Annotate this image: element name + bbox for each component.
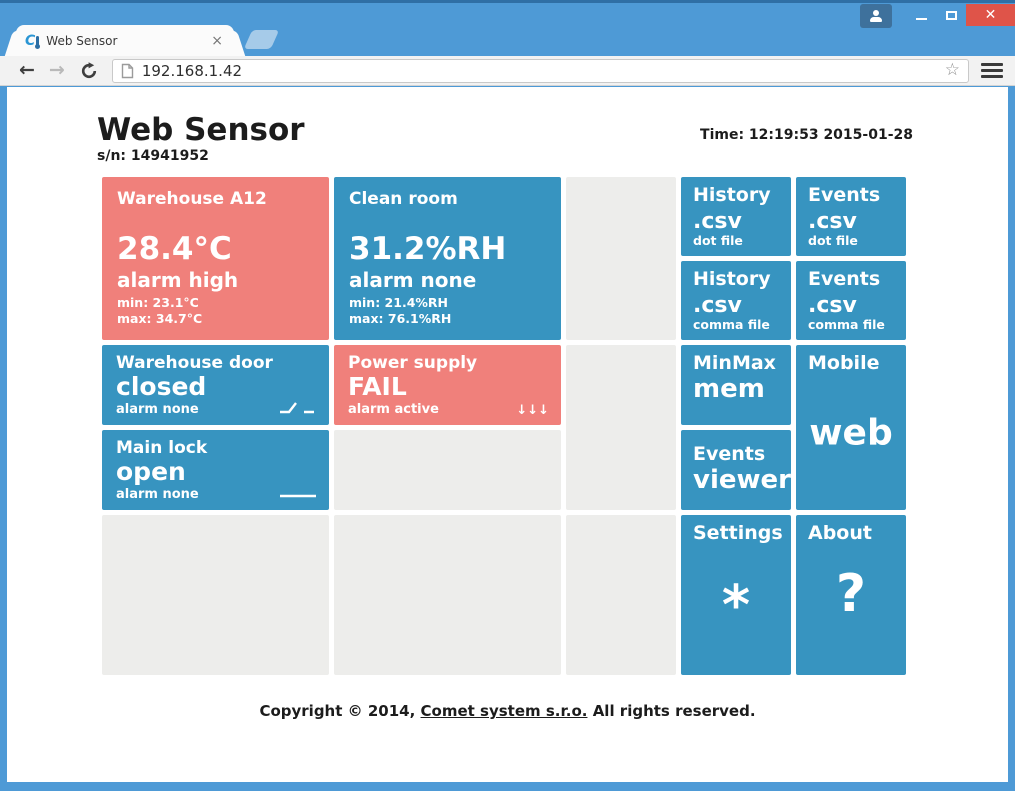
tile-about[interactable]: About ? bbox=[796, 515, 906, 676]
tile-history-csv-dot[interactable]: History .csv dot file bbox=[681, 177, 791, 257]
channel-value: 31.2%RH bbox=[349, 231, 507, 268]
empty-cell bbox=[566, 177, 676, 341]
tile-warehouse-a12: Warehouse A12 28.4°C alarm high min: 23.… bbox=[102, 177, 329, 341]
tile-events-csv-dot[interactable]: Events .csv dot file bbox=[796, 177, 906, 257]
tile-mobile-web[interactable]: Mobile web bbox=[796, 345, 906, 511]
minimize-icon bbox=[915, 18, 927, 20]
tab-title: Web Sensor bbox=[46, 33, 118, 48]
empty-cell bbox=[334, 515, 561, 676]
address-bar[interactable]: 192.168.1.42 ☆ bbox=[111, 58, 969, 83]
bookmark-star-icon[interactable]: ☆ bbox=[944, 60, 960, 80]
min-max-values: min: 21.4%RH max: 76.1%RH bbox=[349, 295, 452, 327]
channel-value: FAIL bbox=[348, 372, 407, 402]
channel-name: Power supply bbox=[348, 353, 478, 374]
copyright-footer: Copyright © 2014, Comet system s.r.o. Al… bbox=[259, 702, 756, 721]
tab-strip: C Web Sensor × bbox=[0, 0, 1015, 56]
menu-icon bbox=[981, 63, 1003, 66]
device-time: Time: 12:19:53 2015-01-28 bbox=[700, 127, 913, 143]
alarm-status: alarm none bbox=[116, 401, 199, 417]
alarm-status: alarm high bbox=[117, 268, 239, 293]
reload-icon bbox=[81, 61, 96, 78]
down-arrows-icon: ↓↓↓ bbox=[516, 403, 549, 419]
channel-value: 28.4°C bbox=[117, 231, 232, 268]
lock-signal-icon bbox=[279, 484, 317, 503]
channel-name: Warehouse A12 bbox=[117, 189, 267, 210]
alarm-status: alarm none bbox=[349, 268, 477, 293]
door-signal-icon bbox=[279, 399, 317, 418]
person-icon bbox=[869, 10, 883, 22]
tile-warehouse-door: Warehouse door closed alarm none bbox=[102, 345, 329, 426]
empty-cell bbox=[334, 430, 561, 511]
alarm-status: alarm none bbox=[116, 486, 199, 502]
browser-tab[interactable]: C Web Sensor × bbox=[16, 25, 234, 56]
tile-history-csv-comma[interactable]: History .csv comma file bbox=[681, 261, 791, 341]
tile-events-viewer[interactable]: Events viewer bbox=[681, 430, 791, 511]
page-icon bbox=[121, 63, 134, 79]
new-tab-button[interactable] bbox=[243, 30, 280, 49]
empty-cell bbox=[566, 345, 676, 511]
channel-name: Warehouse door bbox=[116, 353, 273, 374]
empty-cell bbox=[566, 515, 676, 676]
serial-number: s/n: 14941952 bbox=[97, 148, 209, 165]
settings-asterisk-icon: * bbox=[721, 573, 751, 637]
alarm-status: alarm active bbox=[348, 401, 439, 417]
close-icon: ✕ bbox=[984, 7, 997, 23]
channel-value: open bbox=[116, 457, 186, 487]
empty-cell bbox=[102, 515, 329, 676]
tile-events-csv-comma[interactable]: Events .csv comma file bbox=[796, 261, 906, 341]
channel-name: Clean room bbox=[349, 189, 458, 210]
min-max-values: min: 23.1°C max: 34.7°C bbox=[117, 295, 203, 327]
tile-minmax-mem[interactable]: MinMax mem bbox=[681, 345, 791, 426]
menu-button[interactable] bbox=[981, 63, 1003, 78]
reload-button[interactable] bbox=[80, 61, 98, 80]
channel-name: Main lock bbox=[116, 438, 208, 459]
profile-button[interactable] bbox=[860, 4, 892, 28]
tile-power-supply: Power supply FAIL alarm active ↓↓↓ bbox=[334, 345, 561, 426]
comet-favicon-icon: C bbox=[25, 34, 41, 49]
web-sensor-page: Web Sensor s/n: 14941952 Time: 12:19:53 … bbox=[7, 87, 1008, 782]
tab-close-button[interactable]: × bbox=[211, 32, 223, 49]
tile-settings[interactable]: Settings * bbox=[681, 515, 791, 676]
page-title: Web Sensor bbox=[97, 112, 305, 148]
tile-grid: Warehouse A12 28.4°C alarm high min: 23.… bbox=[102, 177, 906, 676]
back-button[interactable]: ← bbox=[19, 59, 35, 81]
page-header: Web Sensor s/n: 14941952 Time: 12:19:53 … bbox=[97, 113, 913, 164]
forward-button[interactable]: → bbox=[48, 59, 65, 81]
tile-main-lock: Main lock open alarm none bbox=[102, 430, 329, 511]
close-window-button[interactable]: ✕ bbox=[966, 4, 1015, 26]
tile-clean-room: Clean room 31.2%RH alarm none min: 21.4%… bbox=[334, 177, 561, 341]
comet-system-link[interactable]: Comet system s.r.o. bbox=[420, 702, 588, 721]
minimize-button[interactable] bbox=[906, 4, 936, 26]
url-text[interactable]: 192.168.1.42 bbox=[141, 61, 243, 80]
maximize-button[interactable] bbox=[936, 4, 966, 26]
browser-toolbar: ← → 192.168.1.42 ☆ bbox=[0, 56, 1015, 86]
about-question-icon: ? bbox=[835, 563, 867, 624]
maximize-icon bbox=[945, 10, 957, 20]
window-controls: ✕ bbox=[860, 4, 1015, 28]
channel-value: closed bbox=[116, 372, 207, 402]
